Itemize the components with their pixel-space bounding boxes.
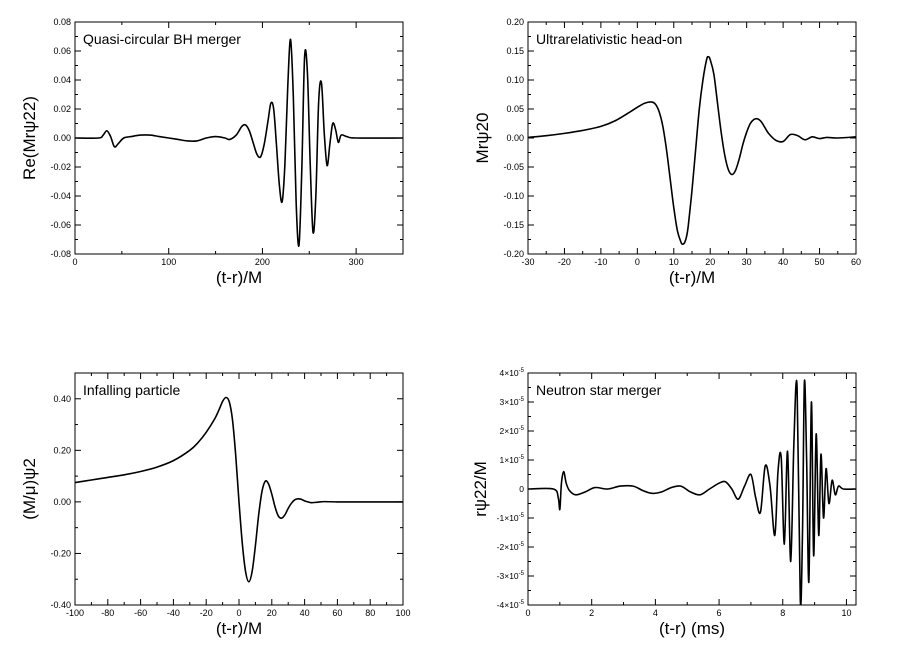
x-tick-label: -40 [167, 608, 180, 618]
x-tick-label: 80 [365, 608, 375, 618]
y-tick-label: -0.40 [50, 600, 71, 610]
x-axis-label: (t-r)/M [216, 619, 262, 638]
y-tick-label: -0.20 [503, 249, 524, 259]
x-tick-label: 0 [72, 257, 77, 267]
y-tick-label: -0.10 [503, 191, 524, 201]
x-tick-label: 200 [255, 257, 270, 267]
x-tick-label: 40 [300, 608, 310, 618]
panel-title: Neutron star merger [536, 382, 662, 398]
x-tick-label: 50 [815, 257, 825, 267]
panel-title: Infalling particle [83, 382, 180, 398]
y-tick-label: 0.06 [53, 46, 71, 56]
y-tick-exponent: -5 [519, 368, 525, 374]
x-tick-label: -20 [200, 608, 213, 618]
waveform-line [75, 38, 403, 247]
y-tick-label: -0.15 [503, 220, 524, 230]
y-axis-label: rψ22/M [471, 461, 490, 517]
y-tick-label: 0.10 [506, 75, 524, 85]
waveform-line [528, 379, 856, 605]
waveform-line [528, 55, 856, 245]
y-tick-label: -0.02 [50, 162, 71, 172]
x-tick-label: -100 [66, 608, 84, 618]
y-tick-label: 1×10-5 [500, 455, 525, 465]
panel-quasi-circular-bh-merger: 0 100 200 300 -0.08 -0.06 -0.04 -0.02 0.00 0.02 0.… [20, 17, 404, 287]
x-tick-label: -10 [594, 257, 607, 267]
x-axis-label: (t-r)/M [216, 268, 262, 287]
x-axis-label: (t-r)/M [669, 268, 715, 287]
x-tick-label: 0 [525, 608, 530, 618]
y-tick-label: -0.06 [50, 220, 71, 230]
y-tick-exponent: -5 [519, 513, 525, 519]
y-axis-label: Re(Mrψ22) [20, 96, 39, 180]
y-tick-label: 0.00 [506, 133, 524, 143]
x-tick-label: -80 [101, 608, 114, 618]
y-tick-label: -4×10-5 [497, 600, 525, 610]
y-tick-label: -0.05 [503, 162, 524, 172]
y-tick-label: 0 [519, 484, 524, 494]
y-tick-label: 3×10-5 [500, 397, 525, 407]
x-tick-label: 10 [669, 257, 679, 267]
y-tick-label: 0.08 [53, 17, 71, 27]
y-tick-label: -3×10-5 [497, 571, 525, 581]
y-tick-label: -2×10-5 [497, 542, 525, 552]
plot-frame [527, 21, 857, 255]
y-tick-exponent: -5 [519, 455, 525, 461]
x-tick-label: 0 [635, 257, 640, 267]
x-tick-label: 30 [742, 257, 752, 267]
x-tick-label: -30 [521, 257, 534, 267]
x-tick-label: 100 [395, 608, 410, 618]
x-tick-label: 10 [841, 608, 851, 618]
plot-frame [74, 372, 404, 606]
x-tick-label: 8 [780, 608, 785, 618]
x-axis-label: (t-r) (ms) [659, 619, 725, 638]
y-tick-exponent: -5 [519, 542, 525, 548]
x-tick-label: -60 [134, 608, 147, 618]
y-tick-exponent: -5 [519, 571, 525, 577]
x-tick-label: 20 [267, 608, 277, 618]
y-tick-label: -0.20 [50, 548, 71, 558]
x-tick-label: 300 [349, 257, 364, 267]
y-tick-label: 0.05 [506, 104, 524, 114]
y-axis-label: (M/μ)ψ2 [20, 458, 39, 520]
waveform-line [75, 396, 403, 583]
x-tick-label: -20 [558, 257, 571, 267]
y-tick-exponent: -5 [519, 426, 525, 432]
y-tick-label: -0.04 [50, 191, 71, 201]
x-tick-label: 0 [236, 608, 241, 618]
panel-ultrarelativistic-head-on: -30 -20 -10 0 10 20 30 40 50 60 -0.20 -0.15 -0.10 -0.… [473, 17, 861, 287]
panel-title: Ultrarelativistic head-on [536, 31, 682, 47]
x-tick-label: 60 [851, 257, 861, 267]
x-tick-label: 2 [589, 608, 594, 618]
y-tick-label: 0.40 [53, 394, 71, 404]
y-tick-label: -1×10-5 [497, 513, 525, 523]
y-tick-label: 0.04 [53, 75, 71, 85]
panel-neutron-star-merger: 0 2 4 6 8 10 -4×10-5 -3×10-5 -2×10-5 -1×10-5 0 1×10… [471, 368, 857, 638]
x-tick-label: 20 [705, 257, 715, 267]
y-tick-label: 0.00 [53, 497, 71, 507]
y-tick-label: 0.20 [506, 17, 524, 27]
x-tick-label: 6 [717, 608, 722, 618]
y-tick-label: 0.15 [506, 46, 524, 56]
panel-infalling-particle: -100 -80 -60 -40 -20 0 20 40 60 80 100 -0.40 -0.20 0.… [20, 372, 411, 638]
panel-title: Quasi-circular BH merger [83, 31, 241, 47]
x-tick-label: 40 [778, 257, 788, 267]
x-tick-label: 100 [161, 257, 176, 267]
y-tick-exponent: -5 [519, 600, 525, 606]
y-tick-label: 4×10-5 [500, 368, 525, 378]
y-tick-label: 2×10-5 [500, 426, 525, 436]
y-axis-label: Mrψ20 [473, 113, 492, 164]
y-tick-label: 0.20 [53, 445, 71, 455]
y-tick-label: -0.08 [50, 249, 71, 259]
y-tick-label: 0.02 [53, 104, 71, 114]
y-tick-label: 0.00 [53, 133, 71, 143]
x-tick-label: 4 [653, 608, 658, 618]
y-tick-exponent: -5 [519, 397, 525, 403]
x-tick-label: 60 [332, 608, 342, 618]
